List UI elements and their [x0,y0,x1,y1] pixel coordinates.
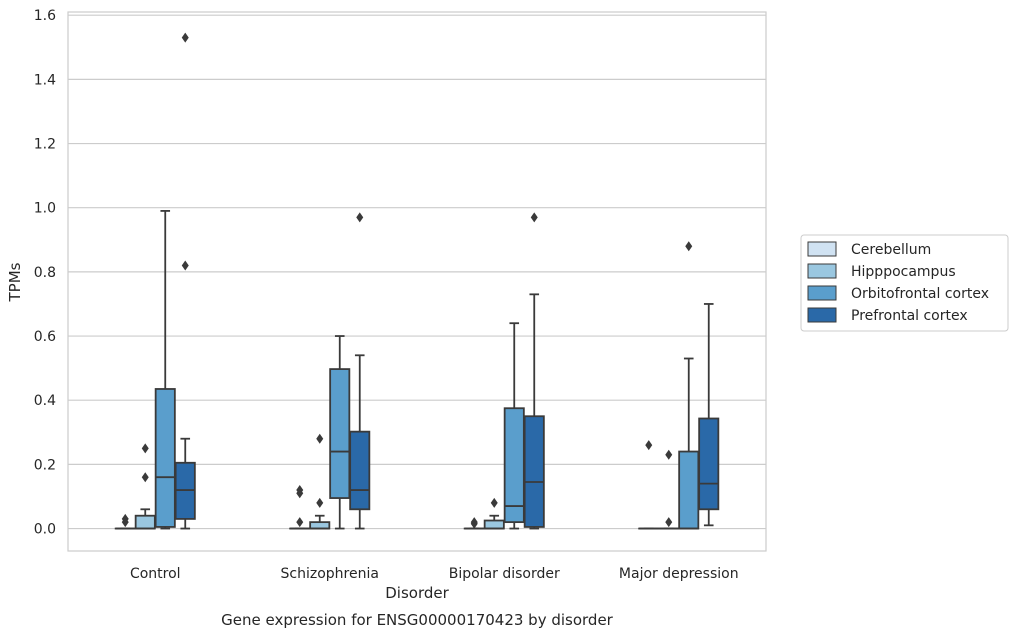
outlier-point [490,497,498,508]
box-3-1 [658,449,680,530]
box-0-3 [174,32,196,530]
box-body [483,519,505,530]
box-body [523,415,545,528]
outlier-point [530,212,538,223]
box-body [154,388,176,528]
boxes [114,32,720,530]
box-2-1 [483,497,505,530]
y-tick-label: 1.4 [34,72,56,88]
x-tick-label: Control [130,566,181,582]
legend-swatch [807,241,837,257]
y-tick-label: 0.2 [34,457,56,473]
legend-label: Cerebellum [851,242,931,258]
box-body [329,368,351,499]
outlier-point [181,32,189,43]
legend-swatch [807,263,837,279]
x-tick-label: Bipolar disorder [449,566,560,582]
outlier-point [141,443,149,454]
box-1-2 [329,335,351,530]
outlier-point [296,517,304,528]
box-body [678,450,700,530]
x-axis-label: Disorder [385,584,449,602]
outlier-point [316,497,324,508]
y-axis-label: TPMs [6,262,24,302]
outlier-point [121,513,129,524]
y-tick-label: 1.2 [34,137,56,153]
plot-frame [67,11,767,552]
box-1-1 [309,433,331,530]
outlier-point [356,212,364,223]
outlier-point [141,472,149,483]
legend-frame [800,234,1009,332]
box-body [309,521,331,530]
outlier-point [296,485,304,496]
y-tick-label: 1.0 [34,201,56,217]
x-tick-label: Schizophrenia [281,566,379,582]
outlier-point [470,517,478,528]
outlier-point [665,449,673,460]
outlier-point [181,260,189,271]
y-tick-label: 0.6 [34,329,56,345]
box-0-1 [134,443,156,530]
legend: Cerebellum Hipppocampus Orbitofrontal cort… [800,234,1009,332]
x-tick-labels: Control Schizophrenia Bipolar disorder Majo… [130,566,739,582]
legend-swatch [807,285,837,301]
box-2-2 [503,322,525,530]
box-0-2 [154,210,176,530]
box-body [349,430,371,511]
chart-title: Gene expression for ENSG00000170423 by d… [221,611,614,629]
y-tick-label: 0.4 [34,393,56,409]
outlier-point [316,433,324,444]
box-body [503,407,525,524]
outlier-point [685,241,693,252]
legend-swatch [807,307,837,323]
y-tick-label: 1.6 [34,8,56,24]
legend-label: Orbitofrontal cortex [851,286,989,302]
box-3-3 [698,303,720,527]
outlier-point [665,517,673,528]
legend-label: Prefrontal cortex [851,308,968,324]
y-tick-label: 0.8 [34,265,56,281]
box-1-3 [349,212,371,530]
box-3-2 [678,241,700,530]
box-2-3 [523,212,545,530]
outlier-point [645,440,653,451]
y-tick-label: 0.0 [34,522,56,538]
y-tick-labels: 0.0 0.2 0.4 0.6 0.8 1.0 1.2 1.4 1.6 [34,8,56,537]
box-body [698,417,720,511]
box-body [134,514,156,530]
legend-label: Hipppocampus [851,264,956,280]
x-tick-label: Major depression [619,566,739,582]
